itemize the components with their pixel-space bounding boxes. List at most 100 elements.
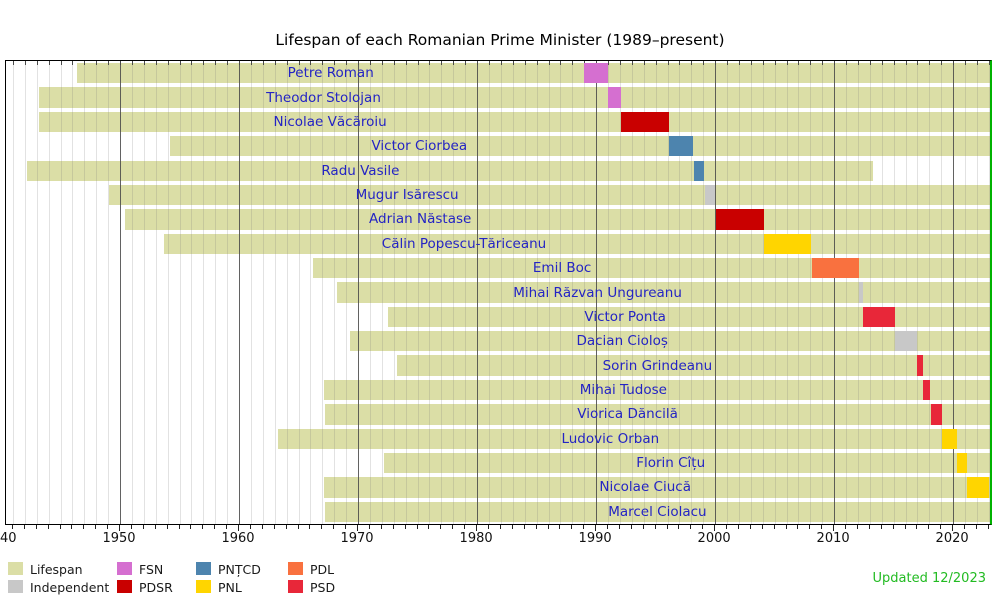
top-tick <box>24 61 26 65</box>
axis-tick <box>571 525 573 529</box>
top-tick <box>965 61 966 65</box>
gridline <box>596 61 598 524</box>
lifespan-bar <box>124 209 990 230</box>
top-tick <box>667 61 669 65</box>
gridline <box>227 61 229 524</box>
top-tick <box>131 61 133 65</box>
axis-tick <box>678 525 680 529</box>
axis-tick <box>249 525 251 529</box>
top-tick <box>655 61 657 65</box>
axis-tick <box>690 525 692 529</box>
gridline <box>750 61 752 524</box>
pm-name-label: Dacian Cioloș <box>576 333 668 350</box>
gridline <box>643 61 645 524</box>
axis-tick <box>261 525 263 529</box>
term-segment <box>894 331 918 352</box>
gridline <box>512 61 514 524</box>
gridline <box>738 61 740 524</box>
legend-label: PNL <box>218 580 242 595</box>
pm-name-label: Mihai Tudose <box>579 382 667 398</box>
gridline <box>381 61 383 524</box>
gridline <box>441 61 443 524</box>
top-tick <box>738 61 740 65</box>
gridline <box>191 61 193 524</box>
top-tick <box>191 61 193 65</box>
pm-name-label: Nicolae Ciucă <box>599 479 691 496</box>
legend-swatch <box>288 580 303 593</box>
top-tick <box>239 61 240 65</box>
top-tick <box>96 61 98 65</box>
x-axis: 40 1950 1960 1970 1980 1990 2000 2010 2020 <box>0 525 991 549</box>
gridline <box>417 61 419 524</box>
top-tick <box>120 61 121 65</box>
top-tick <box>608 61 609 65</box>
top-tick <box>441 61 443 65</box>
gridline <box>346 61 348 524</box>
axis-tick <box>916 525 918 529</box>
legend-swatch <box>196 580 211 593</box>
gridline <box>167 61 169 524</box>
lifespan-bar <box>397 355 990 376</box>
axis-tick <box>130 525 132 529</box>
term-segment <box>705 184 716 206</box>
axis-tick <box>488 525 489 529</box>
pm-name-label: Adrian Năstase <box>369 211 472 228</box>
top-tick <box>369 61 371 65</box>
gridline <box>608 61 609 524</box>
lifespan-bar <box>278 428 990 449</box>
top-tick <box>72 61 74 65</box>
term-segments-layer <box>6 61 990 524</box>
axis-tick <box>428 525 430 529</box>
gridline <box>655 61 657 524</box>
axis-tick <box>214 525 216 529</box>
gridline <box>762 61 764 524</box>
chart-title: Lifespan of each Romanian Prime Minister… <box>275 31 725 49</box>
top-tick <box>786 61 788 65</box>
top-tick <box>846 61 847 65</box>
gridlines-layer <box>6 61 990 524</box>
gridline <box>679 61 681 524</box>
top-tick <box>512 61 514 65</box>
gridline <box>584 61 586 524</box>
lifespan-bar <box>324 404 990 425</box>
axis-tick <box>642 525 644 529</box>
lifespan-bar <box>170 136 990 157</box>
gridline <box>36 61 38 524</box>
axis-tick-label: 40 <box>0 531 17 546</box>
axis-tick <box>654 525 656 529</box>
gridline <box>786 61 788 524</box>
axis-tick <box>702 525 704 529</box>
top-tick <box>917 61 919 65</box>
top-tick <box>405 61 407 65</box>
lifespan-bar <box>336 282 990 303</box>
top-tick <box>762 61 764 65</box>
axis-tick <box>773 525 775 529</box>
axis-tick <box>357 525 358 531</box>
axis-tick <box>202 525 204 529</box>
term-segment <box>942 428 958 449</box>
axis-tick-label: 1970 <box>340 531 374 546</box>
axis-tick <box>737 525 739 529</box>
top-tick <box>453 61 455 65</box>
top-tick <box>179 61 181 65</box>
gridline <box>358 61 359 524</box>
axis-tick <box>178 525 180 529</box>
top-tick <box>929 61 931 65</box>
gridline <box>715 61 717 524</box>
axis-tick <box>964 525 965 529</box>
axis-tick <box>404 525 406 529</box>
axis-tick <box>749 525 751 529</box>
axis-tick <box>273 525 275 529</box>
axis-tick <box>440 525 442 529</box>
gridline <box>810 61 812 524</box>
gridline <box>286 61 288 524</box>
term-segment <box>608 87 622 108</box>
axis-tick-label: 2020 <box>935 531 969 546</box>
gridline <box>619 61 621 524</box>
top-tick <box>167 61 169 65</box>
axis-tick <box>35 525 37 529</box>
axis-tick <box>309 525 311 529</box>
gridline <box>215 61 217 524</box>
legend-swatch <box>117 562 132 575</box>
axis-tick <box>714 525 716 531</box>
